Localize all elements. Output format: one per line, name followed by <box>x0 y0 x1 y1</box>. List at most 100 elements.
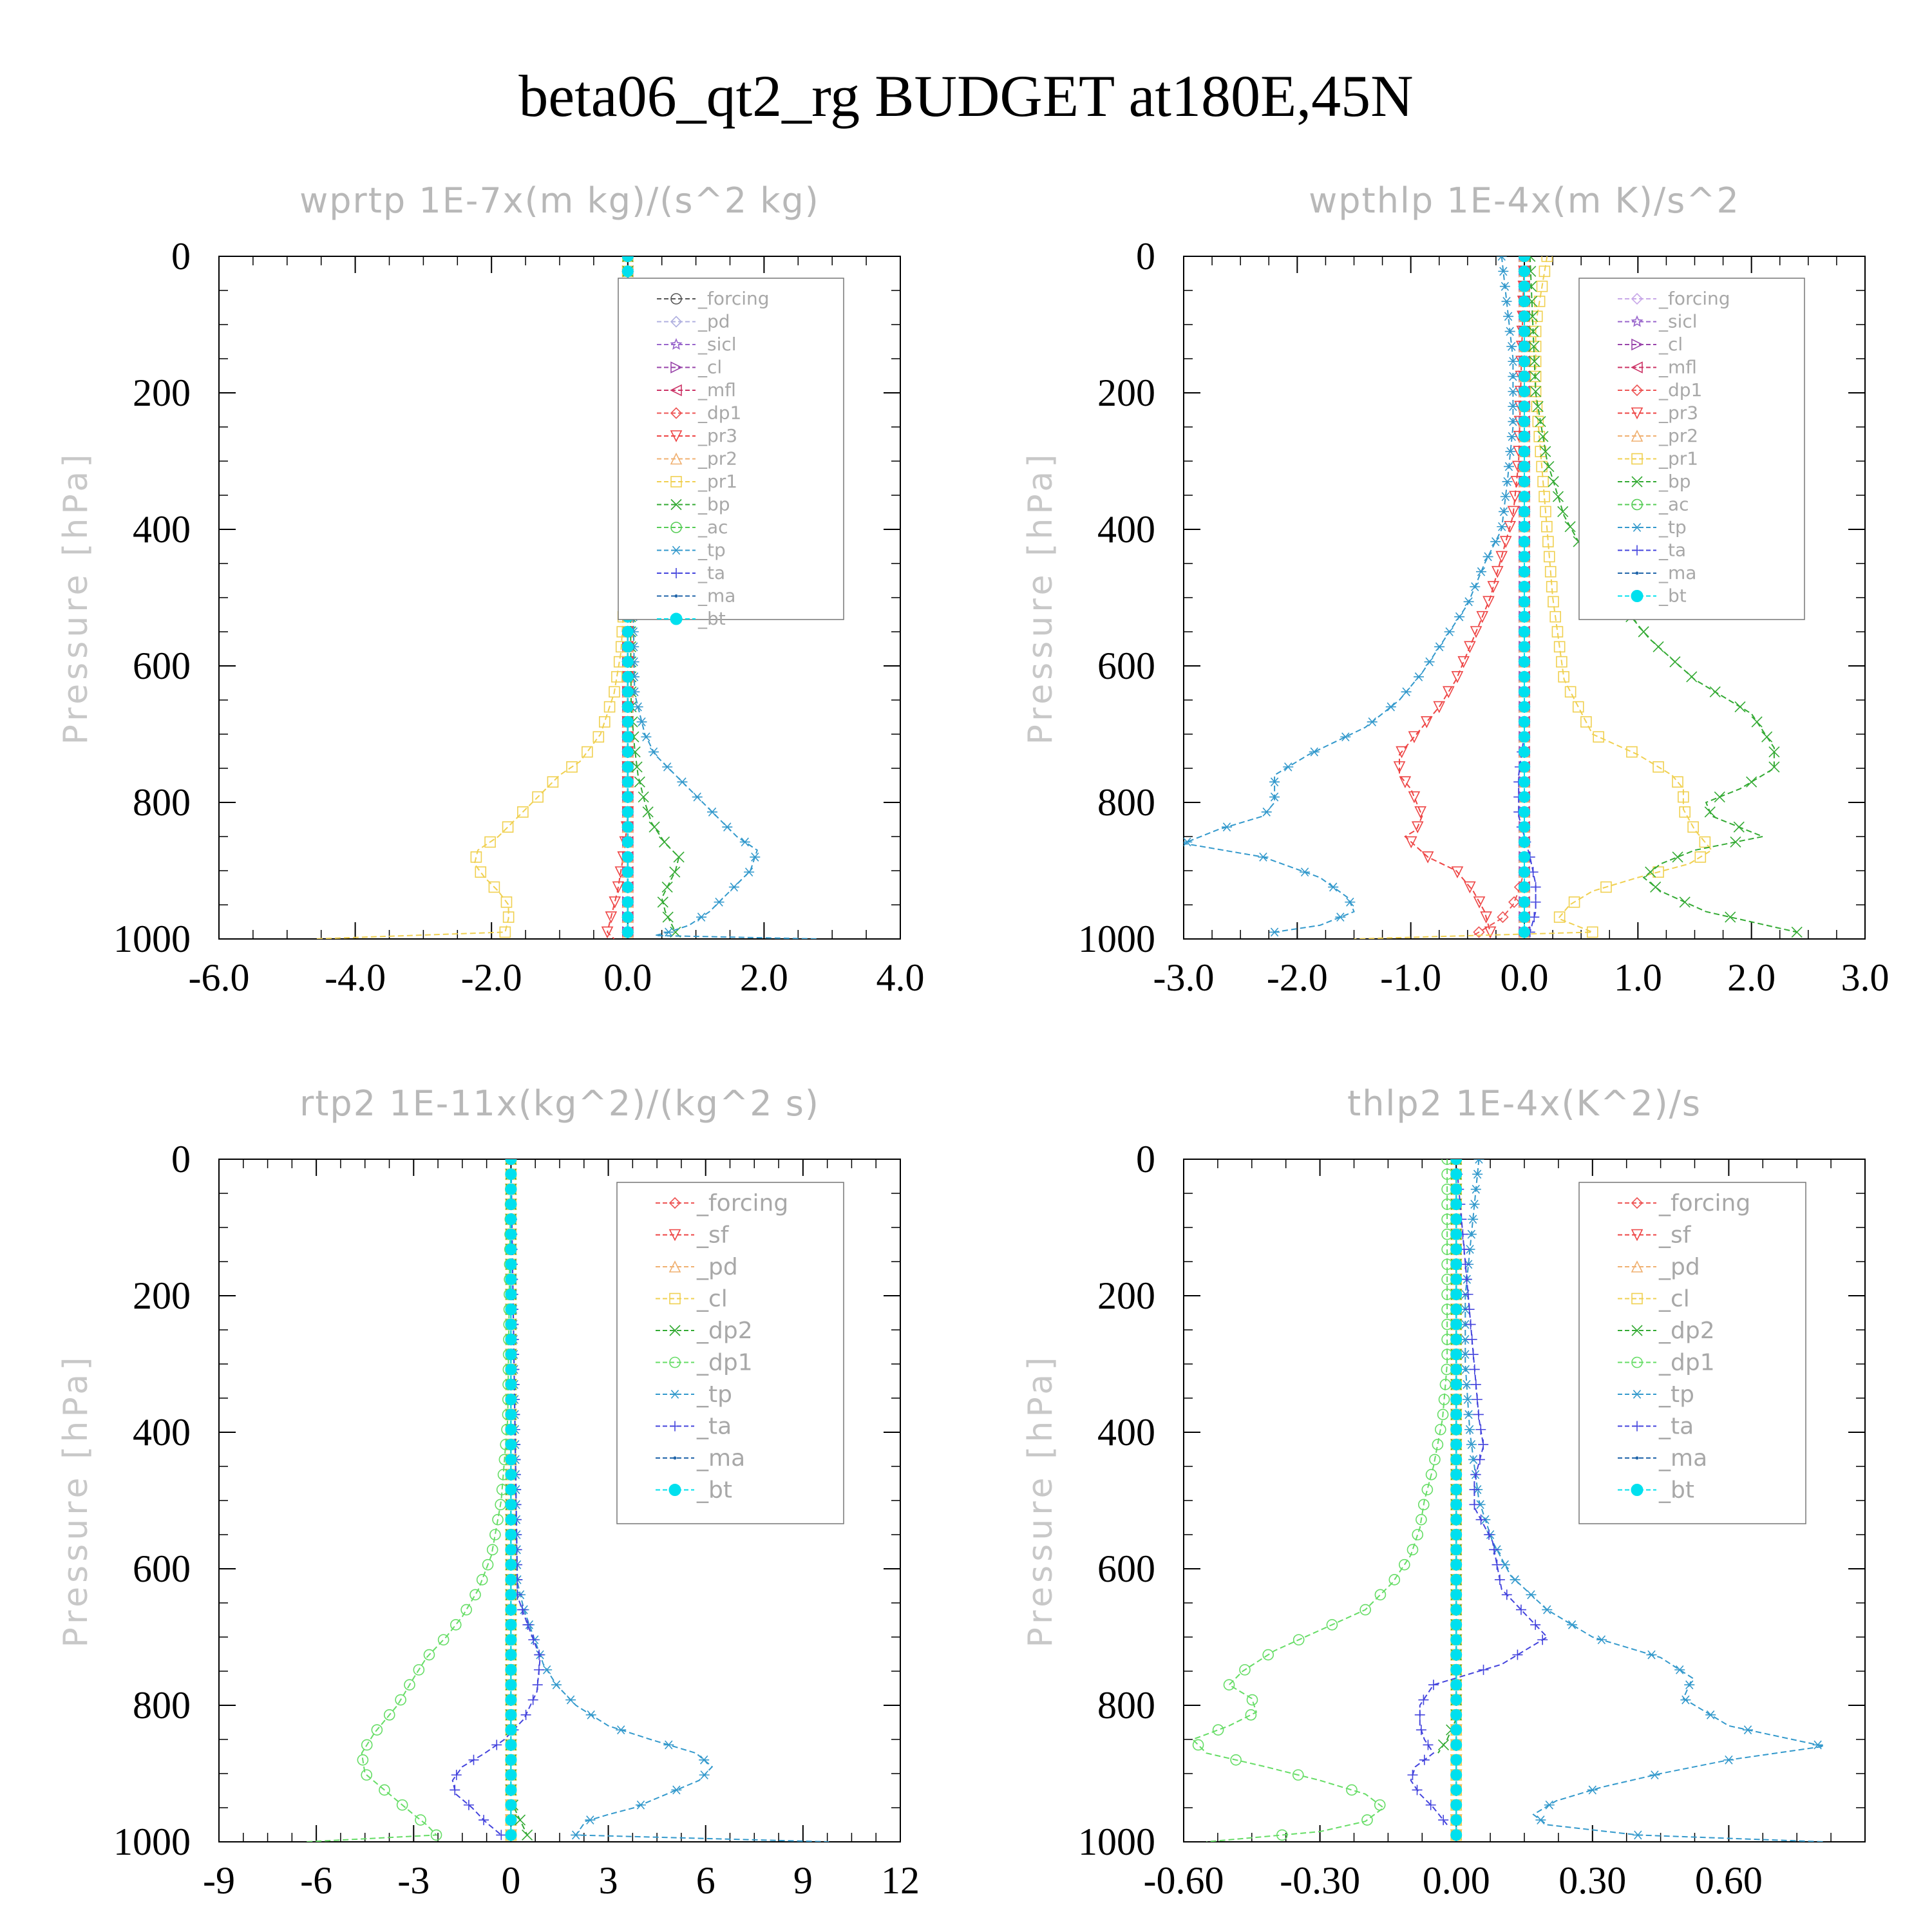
marker <box>505 1333 517 1345</box>
marker <box>1519 791 1530 803</box>
marker <box>1508 896 1520 908</box>
series-dp1 <box>1473 256 1531 938</box>
y-tick-label: 200 <box>133 1274 191 1317</box>
legend-label: _tp <box>1658 1381 1694 1408</box>
panel-title: wprtp 1E-7x(m kg)/(s^2 kg) <box>299 180 820 221</box>
marker <box>522 1829 533 1841</box>
marker <box>621 791 634 803</box>
marker <box>1450 1288 1463 1300</box>
legend-label: _tp <box>697 540 726 561</box>
marker <box>1553 641 1566 653</box>
marker <box>585 1710 596 1719</box>
marker <box>673 1456 677 1460</box>
marker <box>1761 731 1773 743</box>
x-tick-label: 3 <box>599 1859 618 1902</box>
legend-label: _pr3 <box>697 425 737 446</box>
marker <box>1425 1799 1436 1810</box>
marker <box>1469 1484 1480 1495</box>
marker <box>1638 626 1649 638</box>
marker <box>1411 821 1424 833</box>
marker <box>1450 1468 1463 1481</box>
marker <box>1496 256 1507 261</box>
marker <box>1428 1680 1439 1690</box>
marker <box>571 1830 582 1840</box>
marker <box>1473 896 1486 909</box>
marker <box>1494 1574 1505 1585</box>
marker <box>1519 430 1530 442</box>
marker <box>1543 460 1555 473</box>
legend-label: _ta <box>1658 1414 1694 1440</box>
marker <box>1631 1356 1643 1368</box>
marker <box>1519 611 1530 623</box>
marker <box>671 545 681 555</box>
marker <box>1469 1200 1480 1209</box>
x-tick-label: -9 <box>203 1859 235 1902</box>
x-tick-label: -2.0 <box>1267 956 1328 999</box>
y-tick-label: 800 <box>133 781 191 824</box>
marker <box>621 265 634 278</box>
marker <box>1631 453 1643 465</box>
marker <box>1406 1544 1419 1556</box>
marker <box>621 866 634 878</box>
panel-wprtp: wprtp 1E-7x(m kg)/(s^2 kg) Pressure [hPa]… <box>57 180 925 999</box>
marker <box>1519 701 1530 713</box>
marker <box>1519 460 1530 473</box>
legend: _forcing_sicl_cl_mfl_dp1_pr3_pr2_pr1_bp_… <box>1578 278 1805 620</box>
marker <box>1499 536 1512 548</box>
marker <box>1626 746 1638 758</box>
marker <box>1564 521 1576 533</box>
series-bt <box>1519 256 1530 939</box>
marker <box>1450 1333 1463 1345</box>
y-tick-label: 200 <box>1097 1274 1155 1317</box>
marker <box>1475 567 1486 576</box>
marker <box>496 1830 507 1841</box>
x-tick-label: 0.0 <box>1501 956 1549 999</box>
series-pr1 <box>314 256 634 939</box>
legend-label: _bt <box>696 1477 732 1504</box>
marker <box>1631 1260 1643 1273</box>
marker <box>1450 1273 1463 1285</box>
series-ta <box>450 1159 545 1841</box>
marker <box>1423 1739 1434 1750</box>
marker <box>1398 1558 1410 1571</box>
y-tick-label: 400 <box>1097 508 1155 551</box>
marker <box>1704 806 1716 818</box>
marker <box>1593 731 1605 743</box>
panel-wpthlp: wpthlp 1E-4x(m K)/s^2 Pressure [hPa] -3.0 -… <box>1021 180 1889 999</box>
marker <box>621 746 634 758</box>
marker <box>621 686 634 698</box>
marker <box>1680 1695 1691 1705</box>
marker <box>514 1814 526 1826</box>
marker <box>505 1829 517 1841</box>
marker <box>670 522 682 533</box>
series-line <box>451 1159 541 1836</box>
series-line <box>1410 1159 1548 1826</box>
x-tick-label: -6 <box>300 1859 332 1902</box>
marker <box>1424 657 1435 667</box>
marker <box>505 1799 517 1811</box>
marker <box>1507 506 1520 518</box>
marker <box>670 316 683 328</box>
marker <box>1466 1229 1477 1239</box>
x-tick-label: 0 <box>501 1859 520 1902</box>
marker <box>1361 1814 1373 1826</box>
marker <box>1519 446 1530 458</box>
series-line <box>510 1159 829 1842</box>
marker <box>1466 1440 1477 1450</box>
marker <box>1512 1649 1523 1660</box>
x-tick-label: 3.0 <box>1841 956 1889 999</box>
legend-label: _ac <box>697 516 728 538</box>
marker <box>1457 656 1470 668</box>
marker <box>1450 1213 1463 1226</box>
marker <box>632 702 643 712</box>
marker <box>1529 355 1540 367</box>
marker <box>1649 1770 1660 1780</box>
marker <box>1421 716 1433 728</box>
marker <box>1418 1694 1429 1705</box>
marker <box>1544 1800 1555 1810</box>
marker <box>532 1680 543 1690</box>
marker <box>677 777 688 787</box>
marker <box>1464 881 1476 894</box>
marker <box>1519 385 1530 397</box>
marker <box>1519 926 1530 938</box>
